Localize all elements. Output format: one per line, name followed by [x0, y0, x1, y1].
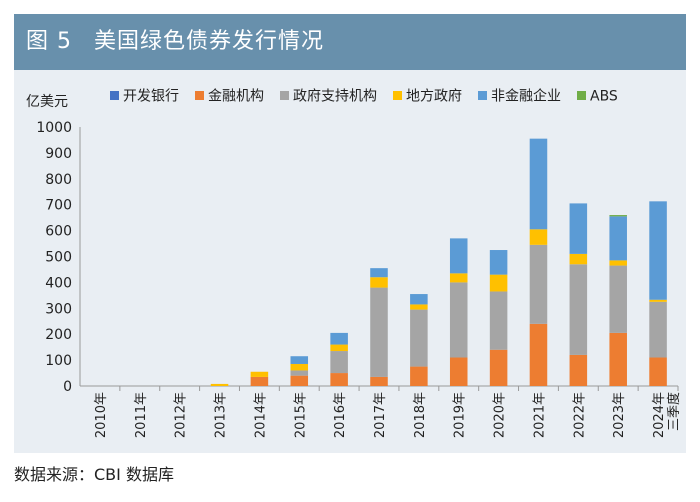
- legend-label-3: 地方政府: [406, 89, 462, 105]
- legend-label-0: 开发银行: [123, 89, 179, 105]
- x-tick-label: 2016年: [333, 392, 348, 438]
- x-tick-label: 2017年: [373, 392, 388, 438]
- bar-segment-2: [529, 244, 548, 324]
- bar-segment-4: [290, 356, 309, 364]
- y-tick-label: 700: [45, 198, 72, 214]
- bar-segment-3: [529, 229, 548, 245]
- bar-segment-1: [290, 375, 309, 386]
- figure-title-bar: 图 5 美国绿色债券发行情况: [26, 14, 324, 70]
- x-tick-label: 2018年: [413, 392, 428, 438]
- bar-segment-1: [410, 366, 428, 386]
- bar-segment-3: [290, 363, 309, 371]
- bar-segment-3: [649, 299, 667, 302]
- x-tick-label: 2013年: [214, 392, 229, 438]
- bar-segment-4: [609, 216, 627, 261]
- x-tick-label: 2010年: [94, 392, 109, 438]
- bar-segment-2: [370, 287, 388, 377]
- bar-segment-1: [529, 323, 548, 386]
- x-tick-label: 2014年: [253, 392, 268, 438]
- bar-segment-1: [449, 357, 468, 386]
- legend-swatch-0: [110, 91, 119, 100]
- bar-segment-3: [250, 371, 269, 377]
- chart-panel: 亿美元 开发银行 金融机构 政府支持机构 地方政府 非金融企业 ABS 0 100 200 300 4…: [14, 70, 686, 453]
- bar-segment-2: [449, 282, 468, 358]
- y-tick-label: 600: [45, 224, 72, 240]
- x-tick-label: 2021年: [532, 392, 547, 438]
- legend-swatch-3: [393, 91, 402, 100]
- bar-segment-4: [370, 268, 388, 278]
- x-tick-label: 2019年: [453, 392, 468, 438]
- bar-segment-1: [370, 376, 388, 386]
- bar-segment-5: [609, 215, 627, 217]
- x-tick-label: 2011年: [134, 392, 149, 438]
- bar-segment-4: [569, 203, 588, 254]
- bar-segment-4: [529, 138, 548, 230]
- x-tick-label: 2015年: [293, 392, 308, 438]
- bar-segment-1: [489, 349, 508, 386]
- y-tick-label: 1000: [36, 120, 72, 136]
- bar-segment-1: [569, 354, 588, 386]
- bar-segment-3: [449, 273, 468, 283]
- figure-header: 图 5 美国绿色债券发行情况: [14, 14, 686, 70]
- y-tick-label: 800: [45, 172, 72, 188]
- x-tick-label: 2024年三季度: [652, 392, 682, 438]
- data-source: 数据来源：CBI 数据库: [14, 465, 174, 484]
- bar-segment-2: [330, 351, 348, 374]
- legend-label-1: 金融机构: [208, 89, 264, 105]
- bar-segment-2: [569, 264, 588, 355]
- y-tick-label: 500: [45, 250, 72, 266]
- bar-segment-4: [330, 332, 348, 345]
- bar-segment-3: [410, 304, 428, 310]
- bar-segment-2: [649, 301, 667, 358]
- x-tick-label: 2022年: [572, 392, 587, 438]
- legend-swatch-5: [577, 91, 586, 100]
- bar-segment-4: [449, 238, 468, 274]
- bar-segment-3: [609, 260, 627, 266]
- bar-segment-2: [489, 291, 508, 350]
- y-tick-label: 400: [45, 275, 72, 291]
- y-axis-label: 亿美元: [26, 94, 68, 110]
- bar-segment-1: [609, 332, 627, 386]
- bar-segment-3: [370, 277, 388, 288]
- y-tick-label: 100: [45, 353, 72, 369]
- figure-number: 图 5: [26, 29, 72, 54]
- y-tick-label: 300: [45, 301, 72, 317]
- x-tick-label: 2020年: [493, 392, 508, 438]
- bar-segment-1: [330, 373, 348, 386]
- bar-segment-2: [290, 370, 309, 376]
- legend-swatch-1: [195, 91, 204, 100]
- bar-segment-1: [250, 376, 269, 386]
- bar-segment-3: [489, 274, 508, 292]
- bar-segment-4: [489, 250, 508, 275]
- y-tick-label: 200: [45, 327, 72, 343]
- bar-segment-3: [210, 383, 229, 386]
- legend-swatch-4: [478, 91, 487, 100]
- x-tick-label: 2012年: [174, 392, 189, 438]
- legend-label-4: 非金融企业: [491, 88, 561, 105]
- bar-segment-4: [410, 294, 428, 305]
- bar-segment-3: [330, 344, 348, 352]
- bar-segment-4: [649, 201, 667, 300]
- bar-segment-3: [569, 253, 588, 265]
- bar-segment-2: [609, 265, 627, 333]
- y-tick-label: 900: [45, 146, 72, 162]
- legend-label-5: ABS: [590, 89, 618, 105]
- x-tick-label: 2023年: [612, 392, 627, 438]
- legend-label-2: 政府支持机构: [293, 89, 377, 105]
- bar-segment-1: [649, 357, 667, 386]
- bar-segment-2: [410, 309, 428, 367]
- figure-title: 美国绿色债券发行情况: [94, 29, 325, 54]
- y-tick-label: 0: [63, 379, 72, 395]
- legend-swatch-2: [280, 91, 289, 100]
- stacked-bar-chart: 亿美元 开发银行 金融机构 政府支持机构 地方政府 非金融企业 ABS 0 100 200 300 4…: [26, 88, 682, 439]
